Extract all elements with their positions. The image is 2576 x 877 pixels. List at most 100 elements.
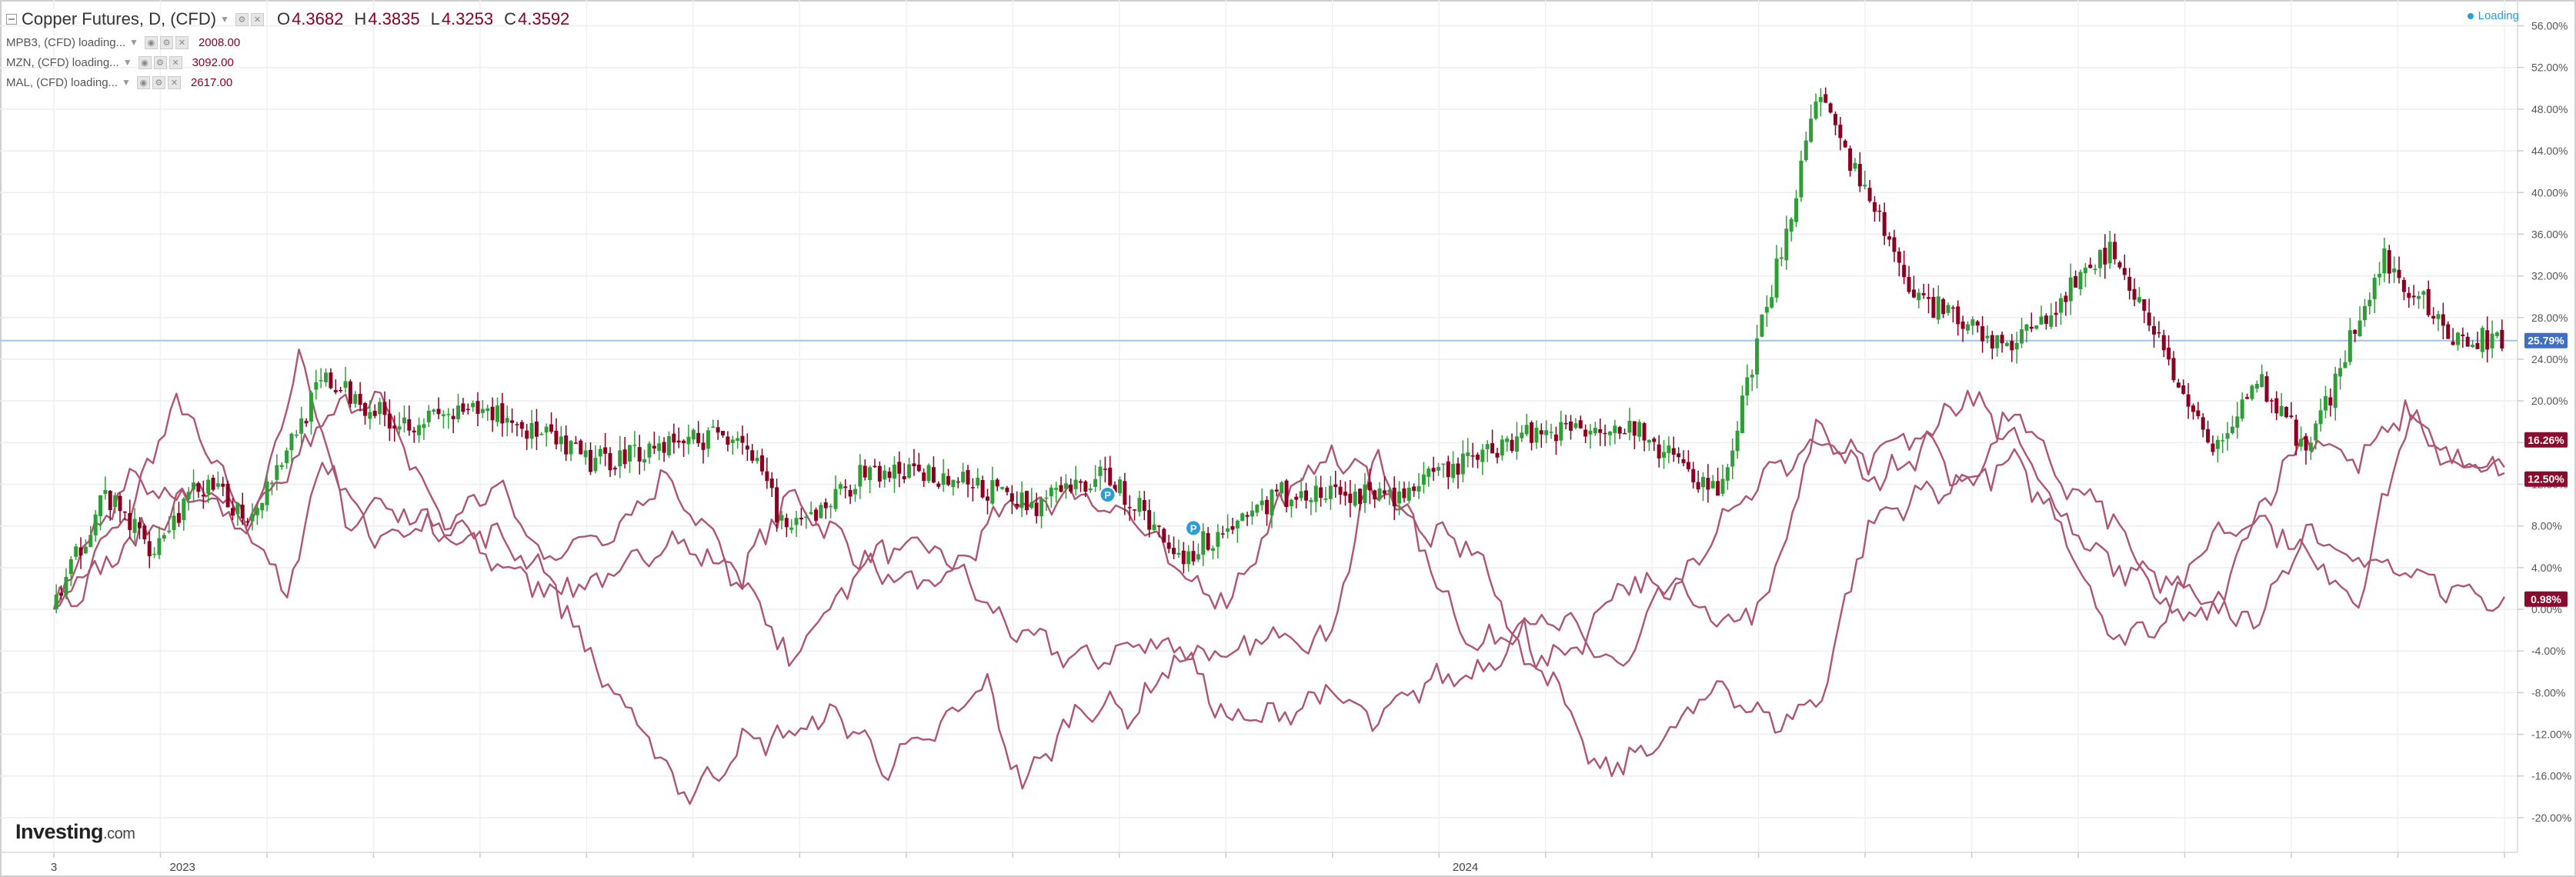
candle-body (2097, 249, 2102, 268)
candle-body (1931, 296, 1936, 318)
candle-body (2103, 248, 2107, 265)
price-badge-label: 0.98% (2531, 593, 2561, 605)
chevron-down-icon[interactable]: ▼ (220, 14, 229, 25)
candle-body (2054, 312, 2058, 315)
close-icon[interactable]: ✕ (167, 75, 181, 89)
candle-body (378, 402, 382, 415)
compare-label-mal[interactable]: MAL, (CFD) loading... (6, 75, 118, 89)
x-tick-label[interactable]: 2024 (1453, 861, 1478, 874)
candle-body (1216, 532, 1220, 547)
candle-body (2117, 262, 2122, 268)
pivot-marker-icon[interactable] (1185, 519, 1203, 537)
candle-body (946, 475, 951, 485)
pivot-markers[interactable]: PP (1099, 486, 1203, 537)
y-tick-label[interactable]: 4.00% (2531, 562, 2562, 574)
y-tick-label[interactable]: -4.00% (2531, 645, 2565, 657)
candle-body (647, 443, 652, 458)
y-tick-label[interactable]: 24.00% (2531, 353, 2568, 365)
y-tick-label[interactable]: 56.00% (2531, 20, 2568, 32)
settings-icon[interactable]: ⚙ (235, 12, 249, 26)
candle-body (1985, 335, 1990, 338)
compare-legend-mzn[interactable]: MZN, (CFD) loading... ▼ ◉ ⚙ ✕ 3092.00 (6, 52, 569, 72)
candle-body (1956, 306, 1960, 325)
main-series-title[interactable]: Copper Futures, D, (CFD) (22, 9, 217, 28)
close-icon[interactable]: ✕ (175, 35, 189, 49)
close-icon[interactable]: ✕ (250, 12, 264, 26)
candle-body (2191, 405, 2196, 412)
candle-body (436, 408, 441, 415)
candle-body (172, 515, 176, 531)
candle-body (500, 403, 505, 424)
collapse-legend-icon[interactable] (6, 14, 17, 25)
y-tick-label[interactable]: -12.00% (2531, 729, 2571, 741)
y-tick-label[interactable]: -20.00% (2531, 812, 2571, 824)
open-value: 4.3682 (292, 9, 344, 28)
time-axis[interactable]: 3 2023 2024 (51, 852, 2505, 874)
candle-body (696, 432, 701, 444)
y-tick-label[interactable]: 20.00% (2531, 395, 2568, 407)
candle-body (1127, 506, 1132, 509)
candle-body (1897, 252, 1901, 263)
compare-legend-mpb3[interactable]: MPB3, (CFD) loading... ▼ ◉ ⚙ ✕ 2008.00 (6, 32, 569, 52)
candle-body (701, 442, 706, 450)
y-tick-label[interactable]: 44.00% (2531, 145, 2568, 157)
compare-legend-mal[interactable]: MAL, (CFD) loading... ▼ ◉ ⚙ ✕ 2617.00 (6, 72, 569, 92)
candle-body (157, 538, 162, 555)
candle-body (304, 421, 309, 424)
y-tick-label[interactable]: -8.00% (2531, 686, 2565, 699)
candle-body (1809, 118, 1814, 142)
pivot-marker-icon[interactable] (1099, 486, 1116, 504)
compare-label-mpb3[interactable]: MPB3, (CFD) loading... (6, 35, 126, 49)
candle-body (1049, 487, 1053, 497)
candle-body (1304, 490, 1309, 501)
chevron-down-icon[interactable]: ▼ (122, 77, 131, 88)
candle-body (1274, 489, 1279, 492)
y-tick-label[interactable]: 40.00% (2531, 186, 2568, 198)
candle-body (2485, 330, 2490, 350)
candle-body (956, 481, 960, 483)
candle-body (324, 372, 329, 382)
compare-label-mzn[interactable]: MZN, (CFD) loading... (6, 55, 119, 69)
candle-body (2397, 269, 2401, 278)
settings-icon[interactable]: ⚙ (152, 75, 165, 89)
settings-icon[interactable]: ⚙ (159, 35, 173, 49)
y-tick-label[interactable]: 52.00% (2531, 62, 2568, 74)
candle-body (936, 483, 941, 487)
y-tick-label[interactable]: 48.00% (2531, 103, 2568, 115)
candle-body (1034, 502, 1039, 516)
candle-body (2029, 326, 2034, 329)
chevron-down-icon[interactable]: ▼ (122, 57, 132, 68)
candle-body (1691, 469, 1696, 482)
candle-body (1000, 487, 1005, 489)
main-series-legend[interactable]: Copper Futures, D, (CFD) ▼ ⚙ ✕ O 4.3682 H… (6, 6, 569, 32)
candle-body (843, 486, 848, 489)
candle-body (1363, 484, 1367, 504)
settings-icon[interactable]: ⚙ (153, 55, 167, 69)
candle-body (294, 435, 299, 436)
visibility-icon[interactable]: ◉ (136, 75, 150, 89)
x-tick-label[interactable]: 3 (51, 861, 57, 874)
candle-body (1784, 228, 1789, 261)
candle-body (1662, 452, 1667, 459)
candle-body (2274, 398, 2279, 414)
y-tick-label[interactable]: 28.00% (2531, 312, 2568, 324)
candle-body (2372, 278, 2377, 299)
candle-body (1284, 480, 1289, 508)
candle-body (1710, 481, 1715, 489)
candle-body (1764, 306, 1769, 313)
close-icon[interactable]: ✕ (169, 55, 182, 69)
y-tick-label[interactable]: 32.00% (2531, 270, 2568, 282)
candle-body (632, 445, 637, 446)
y-tick-label[interactable]: -16.00% (2531, 770, 2571, 782)
y-tick-label[interactable]: 36.00% (2531, 228, 2568, 240)
price-axis[interactable]: 56.00% 52.00% 48.00% 44.00% 40.00% 36.00% 32.0… (2518, 20, 2571, 824)
visibility-icon[interactable]: ◉ (144, 35, 158, 49)
candle-body (446, 414, 451, 415)
y-tick-label[interactable]: 8.00% (2531, 520, 2562, 532)
chevron-down-icon[interactable]: ▼ (129, 37, 138, 48)
x-tick-label[interactable]: 2023 (170, 861, 195, 874)
visibility-icon[interactable]: ◉ (138, 55, 152, 69)
candle-body (892, 464, 896, 479)
candle-body (1220, 533, 1225, 535)
